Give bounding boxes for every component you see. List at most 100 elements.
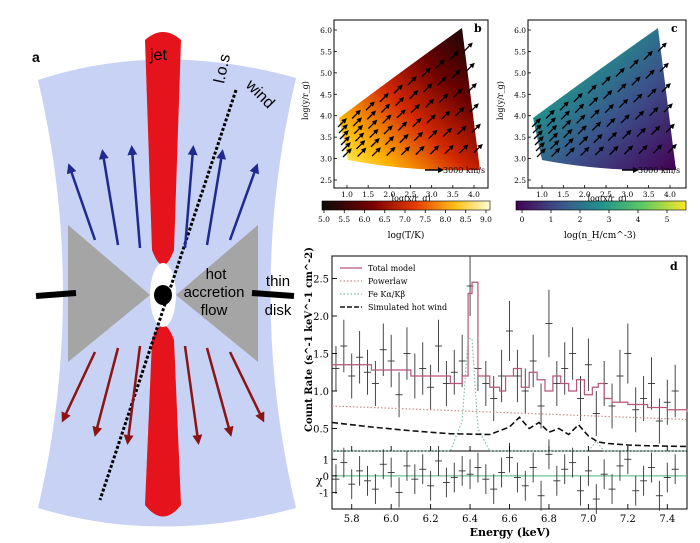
- y-tick-label: 1.0: [313, 387, 329, 398]
- velocity-arrow: [531, 118, 541, 128]
- velocity-arrow: [645, 69, 655, 79]
- resid-tick-label: 0: [323, 472, 329, 483]
- velocity-arrow: [399, 133, 409, 144]
- velocity-arrow: [549, 140, 560, 150]
- panel-b-velocity-field: [337, 42, 483, 158]
- thin-disk-label-2: disk: [265, 302, 292, 319]
- velocity-arrow: [471, 123, 481, 133]
- blue-outflow-arrow: [127, 145, 142, 249]
- velocity-arrow: [380, 103, 391, 113]
- velocity-arrow: [580, 146, 590, 157]
- panel-b-y-tick-label: 2.5: [320, 176, 332, 185]
- panel-b-y-tick-label: 4.5: [320, 90, 332, 99]
- panel-c-speed-label: 3000 km/s: [638, 166, 680, 175]
- panel-c-y-ticks: 6.0 5.5 5.0 4.5 4.0 3.5 3.0 2.5: [514, 26, 531, 185]
- panel-c-x-tick-label: 4.0: [664, 190, 676, 199]
- panel-c-letter: c: [671, 22, 678, 35]
- panel-c-x-tick-label: 1.0: [536, 190, 548, 199]
- legend-label: Simulated hot wind: [368, 303, 447, 312]
- velocity-arrow: [453, 88, 463, 98]
- panel-c-colorbar-ticks: 0 1 2 3 4 5: [520, 210, 670, 224]
- velocity-arrow: [423, 83, 433, 93]
- resid-tick-label: -1: [319, 488, 329, 499]
- panel-c-fan: [533, 28, 676, 171]
- velocity-arrow: [533, 130, 543, 140]
- x-tick-label: 6.2: [423, 514, 439, 525]
- panel-d-spectrum: 0.5 1.0 1.5 2.0 2.5 -1 0 1 5.8 6.0 6.2 6.4 6.6 6.8 7…: [304, 247, 688, 539]
- velocity-arrow: [634, 110, 645, 120]
- velocity-arrow: [341, 142, 351, 152]
- velocity-arrow: [665, 123, 675, 133]
- panel-b-y-tick-label: 5.0: [320, 69, 332, 78]
- velocity-arrow: [455, 106, 465, 117]
- velocity-arrow: [342, 148, 352, 158]
- blue-outflow-arrow: [98, 149, 120, 246]
- legend-label: Fe Kα/Kβ: [368, 290, 405, 299]
- velocity-arrow: [532, 124, 542, 134]
- velocity-arrow: [565, 147, 575, 157]
- outflow-arrows-down: [61, 345, 265, 445]
- velocity-arrow: [366, 110, 377, 120]
- velocity-arrow: [465, 62, 475, 73]
- panel-b-y-tick-label: 3.0: [320, 155, 332, 164]
- panel-c-velocity-field: [531, 42, 677, 158]
- panel-b-x-tick-label: 2.5: [405, 190, 417, 199]
- panel-d-y-ticks: 0.5 1.0 1.5 2.0 2.5: [313, 275, 337, 436]
- velocity-arrow: [661, 83, 671, 93]
- panel-c-x-tick-label: 2.0: [579, 190, 591, 199]
- velocity-arrow: [369, 128, 379, 139]
- velocity-arrow: [379, 92, 389, 103]
- panel-c-y-tick-label: 6.0: [514, 26, 526, 35]
- velocity-arrow: [657, 42, 667, 52]
- x-tick-label: 7.2: [620, 514, 636, 525]
- panel-c-y-tick-label: 3.0: [514, 155, 526, 164]
- velocity-arrow: [409, 90, 419, 100]
- velocity-arrow: [339, 130, 349, 140]
- panel-b-x-tick-label: 4.0: [468, 190, 480, 199]
- velocity-arrow: [561, 119, 572, 129]
- panel-a-letter: a: [32, 49, 40, 65]
- velocity-arrow: [629, 59, 639, 69]
- line-of-sight: [98, 89, 238, 501]
- red-outflow-arrow: [92, 347, 120, 437]
- velocity-arrow: [353, 124, 364, 135]
- velocity-arrow: [603, 90, 613, 100]
- panel-b-y-tick-label: 6.0: [320, 26, 332, 35]
- velocity-arrow: [340, 136, 350, 146]
- velocity-arrow: [652, 144, 663, 154]
- velocity-arrow: [396, 109, 406, 119]
- velocity-arrow: [357, 147, 367, 157]
- velocity-arrow: [410, 103, 420, 114]
- panel-c-colorbar-tick-label: 1: [549, 215, 554, 224]
- velocity-arrow: [617, 83, 627, 93]
- velocity-arrow: [663, 103, 673, 113]
- velocity-arrow: [643, 50, 653, 61]
- x-tick-label: 5.8: [344, 514, 360, 525]
- panel-c-x-ticks: 1.0 1.5 2.0 2.5 3.0 3.5 4.0: [536, 185, 676, 199]
- panel-d-x-ticks: 5.8 6.0 6.2 6.4 6.6 6.8 7.0 7.2 7.4: [344, 446, 675, 525]
- velocity-arrow: [440, 110, 451, 120]
- velocity-arrow: [413, 131, 424, 142]
- panel-b-colorbar-ticks: 5.0 5.5 6.0 6.5 7.0 7.5 8.0 8.5 9.0: [318, 210, 492, 224]
- panel-d-legend: Total model Powerlaw Fe Kα/Kβ Simulated hot…: [340, 264, 447, 312]
- blue-outflow-arrow: [205, 149, 227, 246]
- panel-b-y-label: log(y/r_g): [301, 81, 310, 120]
- y-tick-label: 2.0: [313, 312, 329, 323]
- x-tick-label: 6.0: [383, 514, 399, 525]
- velocity-arrow: [590, 109, 600, 119]
- velocity-arrow: [338, 124, 348, 134]
- panel-c-y-tick-label: 2.5: [514, 176, 526, 185]
- velocity-arrow: [424, 98, 435, 109]
- blue-outflow-arrow: [228, 163, 260, 241]
- thin-disk-label-1: thin: [266, 273, 290, 290]
- velocity-arrow: [355, 140, 366, 150]
- velocity-arrow: [457, 125, 467, 135]
- velocity-arrow: [591, 121, 602, 131]
- panel-b-x-label: log(x/r_g): [392, 194, 431, 203]
- panel-b-x-tick-label: 1.5: [362, 190, 374, 199]
- velocity-arrow: [370, 138, 380, 148]
- thin-disk-right: [251, 290, 295, 299]
- panel-c-density-map: 3000 km/s c 6.0 5.5 5.0 4.5 4.0 3.5 3.0 2.5 1.0…: [496, 19, 687, 241]
- velocity-arrow: [622, 129, 632, 140]
